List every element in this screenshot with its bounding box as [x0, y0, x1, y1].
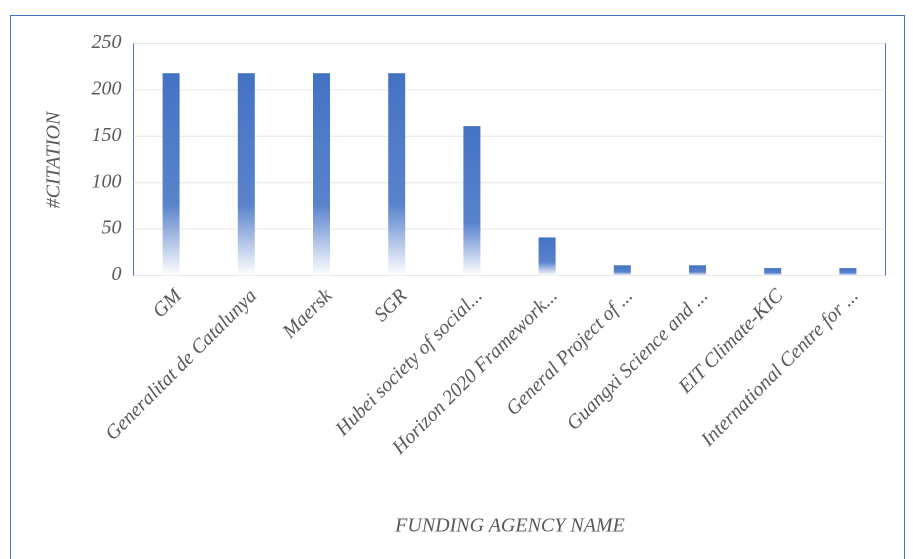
bar	[689, 265, 706, 276]
bar	[162, 73, 180, 276]
y-tick-label: 200	[92, 77, 122, 99]
bar	[839, 268, 857, 276]
x-tick-label: Generalitat de Catalunya	[101, 285, 261, 445]
y-tick-label: 250	[92, 31, 122, 53]
x-tick-label: GM	[148, 284, 186, 322]
bar	[764, 268, 782, 276]
x-tick-label: Maersk	[278, 284, 337, 343]
y-tick-label: 150	[92, 124, 122, 146]
x-tick-label: Guangxi Science and ...	[562, 285, 712, 435]
bar	[463, 126, 481, 276]
y-tick-label: 100	[92, 170, 122, 192]
bar	[237, 73, 255, 276]
bar	[538, 237, 556, 276]
chart-border	[10, 15, 905, 559]
x-axis-title: FUNDING AGENCY NAME	[394, 515, 625, 537]
x-tick-label: Hubei society of social...	[331, 285, 487, 441]
x-tick-label: International Centre for ...	[696, 285, 863, 452]
bar	[313, 73, 330, 276]
y-axis-title: #CITATION	[43, 110, 65, 208]
bar	[388, 73, 406, 276]
bar	[613, 265, 631, 276]
y-tick-label: 0	[112, 263, 122, 285]
x-tick-label: General Project of ...	[502, 285, 637, 420]
x-tick-label: SGR	[370, 285, 411, 326]
y-tick-label: 50	[102, 217, 122, 239]
